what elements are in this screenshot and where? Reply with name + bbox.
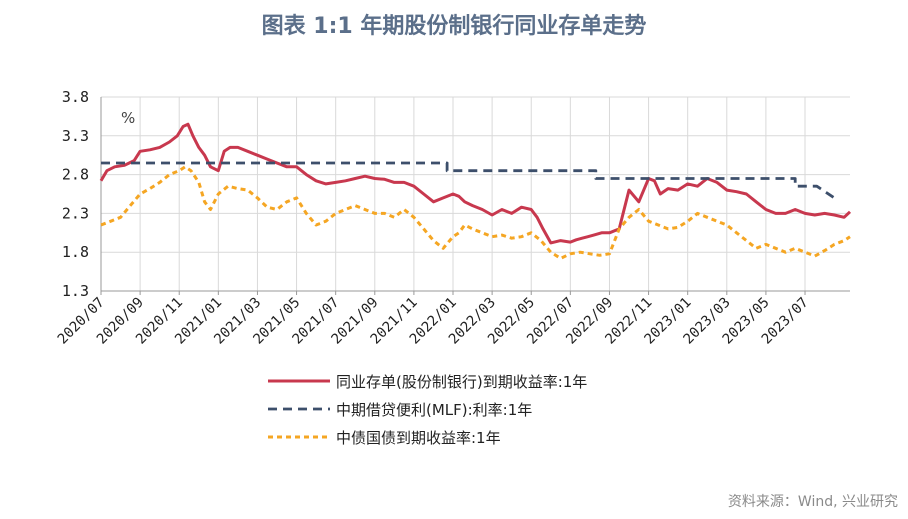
legend: 同业存单(股份制银行)到期收益率:1年中期借贷便利(MLF):利率:1年中债国债… — [268, 373, 587, 447]
source-note: 资料来源：Wind, 兴业研究 — [727, 494, 898, 510]
series-lines — [99, 122, 852, 260]
y-tick-label: 1.8 — [62, 243, 89, 261]
series-line-mlf — [101, 161, 836, 200]
legend-label-govt: 中债国债到期收益率:1年 — [336, 429, 501, 447]
series-line-ncd — [99, 122, 852, 245]
y-tick-label: 3.3 — [62, 127, 89, 145]
grid — [100, 96, 850, 292]
y-tick-label: 1.3 — [62, 282, 89, 300]
legend-label-ncd: 同业存单(股份制银行)到期收益率:1年 — [336, 373, 587, 391]
axes: 3.83.32.82.31.81.32020/072020/092020/112… — [55, 88, 850, 348]
unit-label: % — [121, 109, 135, 127]
page-title: 图表 1:1 年期股份制银行同业存单走势 — [261, 14, 647, 39]
y-tick-label: 3.8 — [62, 88, 89, 106]
y-tick-label: 2.8 — [62, 166, 89, 184]
y-tick-label: 2.3 — [62, 204, 89, 222]
legend-label-mlf: 中期借贷便利(MLF):利率:1年 — [336, 401, 532, 419]
series-line-govt — [100, 165, 851, 260]
